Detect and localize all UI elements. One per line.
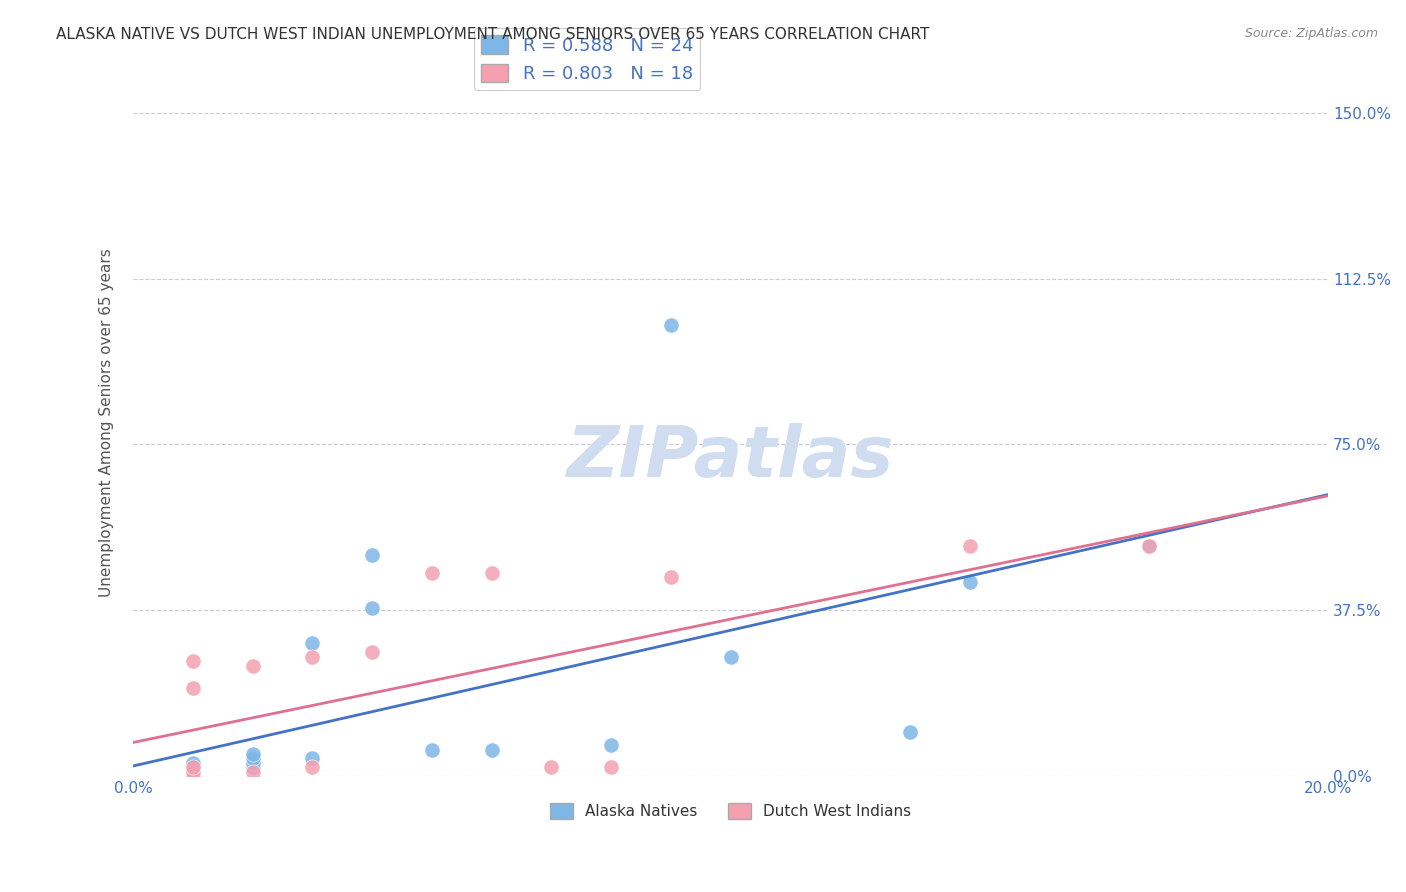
Point xyxy=(181,756,204,770)
Point xyxy=(181,769,204,783)
Point xyxy=(301,649,323,664)
Point xyxy=(361,548,384,562)
Point xyxy=(481,742,503,756)
Point xyxy=(361,645,384,659)
Point xyxy=(181,769,204,783)
Point xyxy=(600,738,623,752)
Point xyxy=(481,566,503,580)
Point xyxy=(720,649,742,664)
Text: ZIPatlas: ZIPatlas xyxy=(567,423,894,492)
Point xyxy=(181,764,204,779)
Point xyxy=(242,760,264,774)
Point xyxy=(301,760,323,774)
Text: Source: ZipAtlas.com: Source: ZipAtlas.com xyxy=(1244,27,1378,40)
Point xyxy=(242,747,264,761)
Point xyxy=(301,751,323,765)
Point xyxy=(301,636,323,650)
Point xyxy=(181,764,204,779)
Point xyxy=(242,764,264,779)
Point xyxy=(242,756,264,770)
Point xyxy=(540,760,562,774)
Point xyxy=(181,769,204,783)
Point xyxy=(361,601,384,615)
Point xyxy=(181,764,204,779)
Point xyxy=(600,760,623,774)
Point xyxy=(1137,539,1160,553)
Point xyxy=(242,658,264,673)
Point xyxy=(420,742,443,756)
Point xyxy=(959,574,981,589)
Point xyxy=(181,769,204,783)
Point xyxy=(181,654,204,668)
Point xyxy=(181,681,204,695)
Point xyxy=(898,725,921,739)
Point xyxy=(181,760,204,774)
Point xyxy=(659,570,682,584)
Point xyxy=(181,769,204,783)
Y-axis label: Unemployment Among Seniors over 65 years: Unemployment Among Seniors over 65 years xyxy=(100,248,114,597)
Point xyxy=(659,318,682,332)
Legend: Alaska Natives, Dutch West Indians: Alaska Natives, Dutch West Indians xyxy=(544,797,917,825)
Point xyxy=(181,760,204,774)
Point xyxy=(420,566,443,580)
Text: ALASKA NATIVE VS DUTCH WEST INDIAN UNEMPLOYMENT AMONG SENIORS OVER 65 YEARS CORR: ALASKA NATIVE VS DUTCH WEST INDIAN UNEMP… xyxy=(56,27,929,42)
Point xyxy=(959,539,981,553)
Point xyxy=(242,751,264,765)
Point xyxy=(181,760,204,774)
Point xyxy=(1137,539,1160,553)
